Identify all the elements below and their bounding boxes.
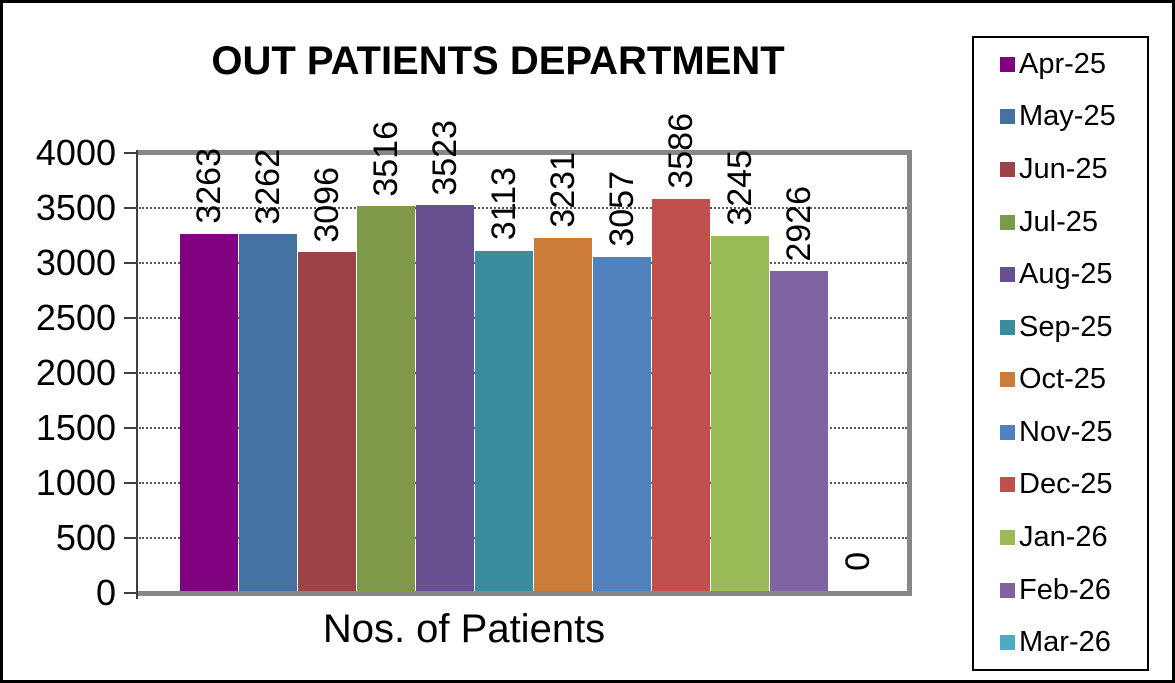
legend-swatch-icon: [1000, 214, 1015, 230]
legend-swatch-icon: [1000, 161, 1015, 177]
bar-value-label-Nov-25: 3057: [603, 171, 641, 247]
legend-label: Aug-25: [1019, 258, 1113, 291]
legend-item-Sep-25: Sep-25: [1000, 311, 1147, 344]
y-axis-tick: [124, 592, 137, 594]
y-axis-tick-label: 1000: [35, 462, 116, 503]
legend-swatch-icon: [1000, 267, 1015, 283]
y-axis-tick: [124, 372, 137, 374]
chart-title: OUT PATIENTS DEPARTMENT: [211, 39, 785, 83]
legend-label: Oct-25: [1019, 363, 1107, 396]
legend-swatch-icon: [1000, 635, 1015, 651]
y-axis-tick: [124, 427, 137, 429]
legend-item-Nov-25: Nov-25: [1000, 416, 1147, 449]
legend-item-Feb-26: Feb-26: [1000, 574, 1147, 607]
legend-label: Mar-26: [1019, 626, 1111, 659]
bar-May-25: [239, 234, 297, 593]
legend-item-Oct-25: Oct-25: [1000, 363, 1147, 396]
legend-label: Apr-25: [1019, 47, 1107, 80]
x-axis-title: Nos. of Patients: [322, 607, 606, 651]
legend-item-Aug-25: Aug-25: [1000, 258, 1147, 291]
bar-Dec-25: [652, 198, 710, 593]
bar-Sep-25: [475, 250, 533, 593]
y-axis-tick: [124, 262, 137, 264]
legend-swatch-icon: [1000, 372, 1015, 388]
bar-Jul-25: [357, 206, 415, 593]
legend-label: Jun-25: [1019, 152, 1108, 185]
y-axis-tick: [124, 317, 137, 319]
bar-Feb-26: [770, 271, 828, 593]
y-axis-tick-label: 1500: [35, 407, 116, 448]
legend-label: Nov-25: [1019, 415, 1113, 448]
gridline: [139, 207, 907, 209]
bar-value-label-Dec-25: 3586: [662, 112, 700, 189]
legend-swatch-icon: [1000, 56, 1015, 72]
bar-Jun-25: [298, 252, 356, 593]
y-axis-tick: [124, 537, 137, 539]
y-axis-tick-label: 2000: [35, 352, 116, 393]
legend-swatch-icon: [1000, 109, 1015, 125]
bar-Oct-25: [534, 237, 592, 593]
legend-label: Feb-26: [1019, 573, 1111, 606]
bar-value-label-May-25: 3262: [249, 148, 287, 225]
y-axis-tick-label: 3500: [35, 187, 116, 228]
bar-value-label-Feb-26: 2926: [780, 185, 818, 262]
bar-Apr-25: [180, 234, 238, 593]
legend-item-Jul-25: Jul-25: [1000, 206, 1147, 239]
y-axis-tick: [124, 482, 137, 484]
bar-Jan-26: [711, 236, 769, 593]
y-axis-tick-label: 4000: [35, 132, 116, 173]
legend-swatch-icon: [1000, 319, 1015, 335]
bar-Aug-25: [416, 205, 474, 593]
y-axis-tick-label: 2500: [35, 297, 116, 338]
legend-item-Dec-25: Dec-25: [1000, 468, 1147, 501]
y-axis-tick-label: 3000: [35, 242, 116, 283]
y-axis-line: [136, 150, 138, 599]
legend-label: May-25: [1019, 100, 1116, 133]
legend-item-Mar-26: Mar-26: [1000, 626, 1147, 659]
legend-swatch-icon: [1000, 582, 1015, 598]
bar-value-label-Sep-25: 3113: [485, 167, 523, 241]
y-axis-tick: [124, 152, 137, 154]
bar-value-label-Oct-25: 3231: [544, 151, 582, 228]
bar-value-label-Apr-25: 3263: [190, 148, 228, 225]
legend-label: Sep-25: [1019, 310, 1113, 343]
bar-value-label-Mar-26: 0: [839, 552, 877, 571]
bar-value-label-Aug-25: 3523: [426, 119, 464, 196]
legend-label: Dec-25: [1019, 468, 1113, 501]
legend-label: Jul-25: [1019, 205, 1098, 238]
legend-swatch-icon: [1000, 529, 1015, 545]
y-axis-tick-label: 500: [55, 517, 116, 558]
legend-item-Jan-26: Jan-26: [1000, 521, 1147, 554]
legend-item-Jun-25: Jun-25: [1000, 153, 1147, 186]
legend-item-May-25: May-25: [1000, 100, 1147, 133]
bar-Nov-25: [593, 256, 651, 593]
y-axis-tick-label: 0: [95, 572, 116, 613]
y-axis-tick: [124, 207, 137, 209]
legend: Apr-25 May-25 Jun-25 Jul-25 Aug-25 Sep-25 Oct-…: [972, 36, 1149, 671]
bar-value-label-Jul-25: 3516: [367, 120, 405, 197]
legend-item-Apr-25: Apr-25: [1000, 48, 1147, 81]
legend-label: Jan-26: [1019, 520, 1108, 553]
legend-swatch-icon: [1000, 477, 1015, 493]
legend-swatch-icon: [1000, 424, 1015, 440]
bar-value-label-Jan-26: 3245: [721, 150, 759, 227]
bar-value-label-Jun-25: 3096: [308, 166, 346, 243]
